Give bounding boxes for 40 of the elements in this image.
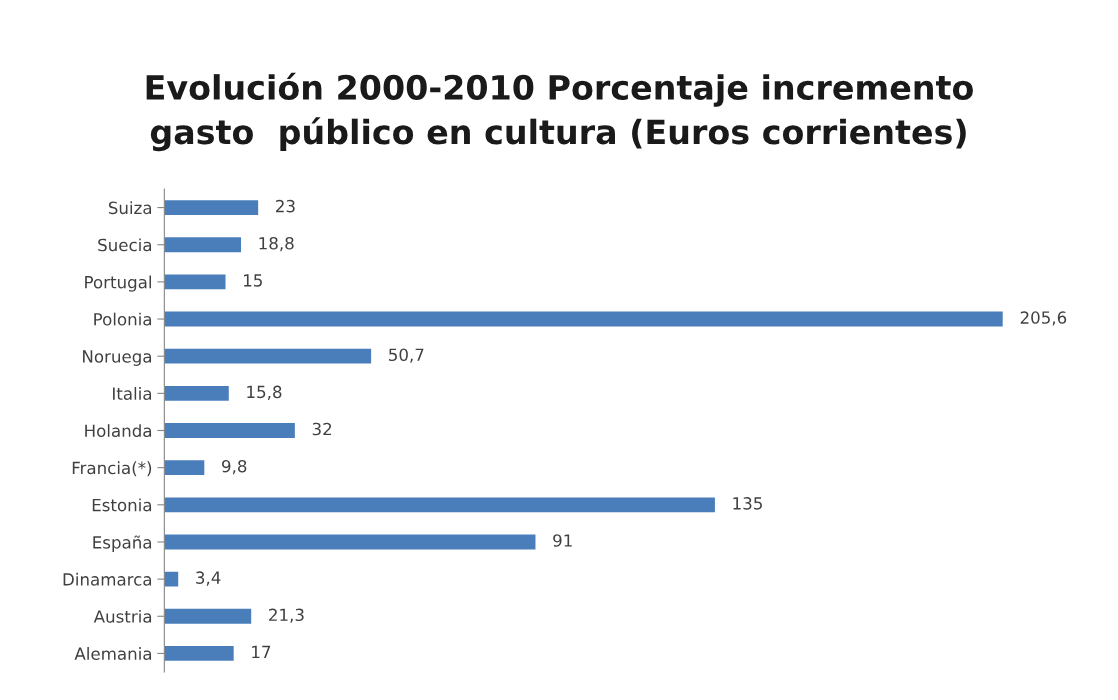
chart-title: Evolución 2000-2010 Porcentaje incremento gasto público en cultura (Euros corrientes) — [146, 72, 973, 152]
y-tick-label: Dinamarca — [63, 572, 152, 586]
bar — [164, 385, 229, 401]
bar — [164, 348, 372, 364]
data-label: 17 — [252, 645, 271, 659]
data-label: 50,7 — [389, 348, 424, 363]
data-label: 91 — [553, 534, 572, 547]
data-label: 9,8 — [222, 459, 247, 475]
y-tick-label: Holanda — [85, 424, 152, 438]
y-tick-label: Suecia — [98, 238, 152, 252]
data-label: 32 — [312, 422, 332, 436]
bar — [164, 274, 226, 290]
data-label: 15 — [244, 274, 262, 287]
data-label: 23 — [276, 199, 295, 213]
y-tick-label: Polonia — [94, 312, 152, 326]
bar — [164, 645, 234, 661]
data-label: 18,8 — [259, 236, 294, 252]
data-label: 21,3 — [269, 608, 304, 623]
bar — [164, 534, 536, 550]
bar — [164, 608, 252, 624]
data-label: 135 — [733, 497, 762, 510]
bar — [164, 423, 295, 438]
bar — [164, 497, 715, 513]
bar — [164, 237, 242, 253]
y-tick-label: Noruega — [83, 350, 152, 366]
y-tick-label: España — [93, 535, 152, 552]
bar — [164, 460, 205, 476]
data-label: 3,4 — [196, 571, 221, 586]
y-tick-label: Italia — [113, 387, 152, 400]
y-tick-label: Estonia — [92, 498, 152, 512]
bar — [164, 571, 179, 587]
data-label: 205,6 — [1020, 311, 1067, 326]
bar — [164, 200, 259, 216]
y-tick-label: Alemania — [74, 647, 152, 660]
y-tick-label: Austria — [93, 609, 152, 623]
y-tick-label: Francia(*) — [72, 461, 152, 477]
bar — [164, 311, 1003, 327]
y-tick-label: Suiza — [108, 201, 152, 215]
data-label: 15,8 — [247, 385, 282, 400]
y-tick-label: Portugal — [85, 275, 151, 292]
